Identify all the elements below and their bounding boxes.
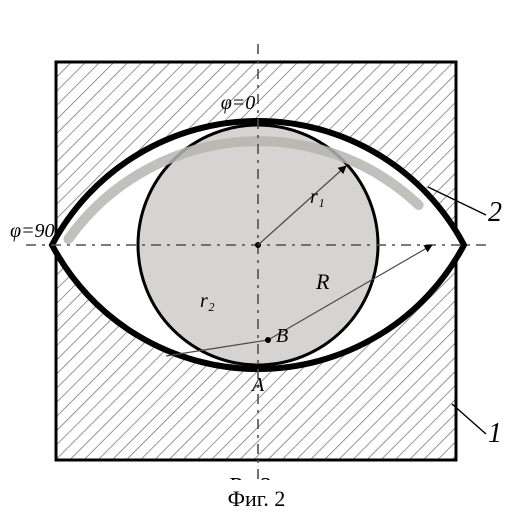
- refnum-1: 1: [488, 418, 502, 449]
- figure-caption: Фиг. 2: [0, 486, 513, 512]
- technical-diagram: φ=0 φ=90 r₁ r₂ R B A 1 2 R<2r₁: [0, 20, 513, 480]
- label-r2: r₂: [200, 290, 215, 312]
- label-A: A: [250, 374, 265, 396]
- inequality-text: R<2r₁: [227, 474, 289, 480]
- label-R: R: [315, 269, 330, 294]
- label-r1: r₁: [310, 186, 325, 208]
- label-B: B: [276, 325, 288, 347]
- figure-container: φ=0 φ=90 r₁ r₂ R B A 1 2 R<2r₁ Фиг. 2: [0, 20, 513, 512]
- refnum-2: 2: [488, 197, 502, 228]
- point-B: [265, 337, 271, 343]
- label-phi0: φ=0: [221, 92, 256, 114]
- label-phi90: φ=90: [10, 220, 55, 242]
